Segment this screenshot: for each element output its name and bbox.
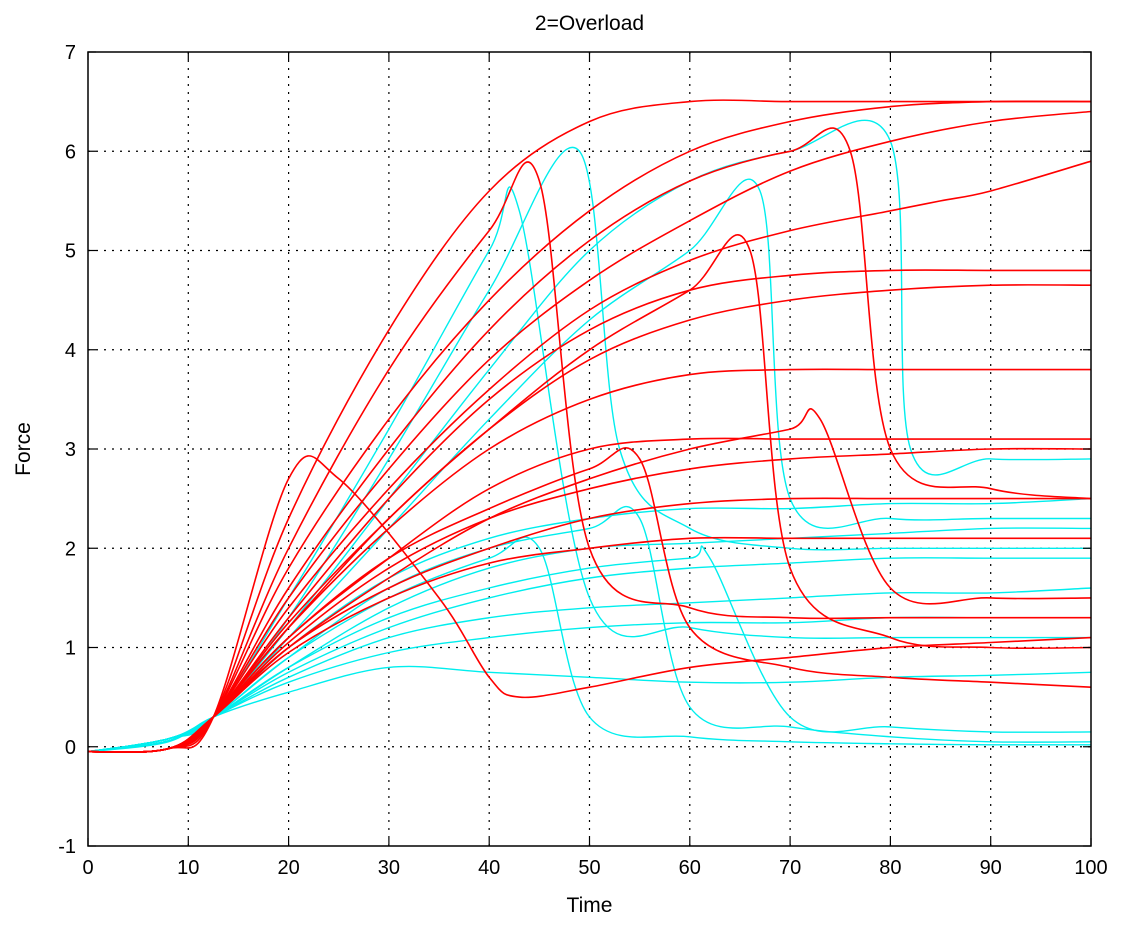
y-tick-label: 1 [65,638,76,660]
x-axis-title: Time [567,894,613,917]
series-group [87,99,1092,753]
cyan-series-line-9 [87,545,1092,753]
x-tick-label: 30 [378,857,400,879]
y-tick-label: 3 [65,439,76,461]
x-tick-label: 50 [578,857,600,879]
y-tick-label: 2 [65,538,76,560]
y-tick-label: 0 [65,737,76,759]
red-series-line-25 [87,161,1091,753]
y-tick-label: -1 [58,836,76,858]
y-tick-label: 4 [65,340,76,362]
red-series-line-28 [87,160,1092,753]
x-tick-label: 20 [277,857,299,879]
axis-ticks: 0 10 20 30 40 50 60 70 80 90 100 -1 0 1 2 3 4 5 6 7 [58,42,1107,879]
y-tick-label: 5 [65,241,76,263]
red-series-line-27 [87,455,1092,753]
x-tick-label: 0 [82,857,93,879]
chart-title: 2=Overload [535,12,644,35]
red-series-line-24 [87,234,1092,753]
x-tick-label: 40 [478,857,500,879]
x-tick-label: 90 [980,857,1002,879]
y-axis-title: Force [12,422,35,476]
x-tick-label: 70 [779,857,801,879]
x-tick-label: 100 [1074,857,1107,879]
y-tick-label: 7 [65,42,76,64]
red-series-group [87,99,1092,753]
x-tick-label: 10 [177,857,199,879]
red-series-line-30 [87,447,1092,753]
cyan-series-line-5 [87,505,1092,753]
x-tick-label: 80 [879,857,901,879]
y-tick-label: 6 [65,141,76,163]
red-series-line-23 [87,127,1092,753]
x-tick-label: 60 [679,857,701,879]
